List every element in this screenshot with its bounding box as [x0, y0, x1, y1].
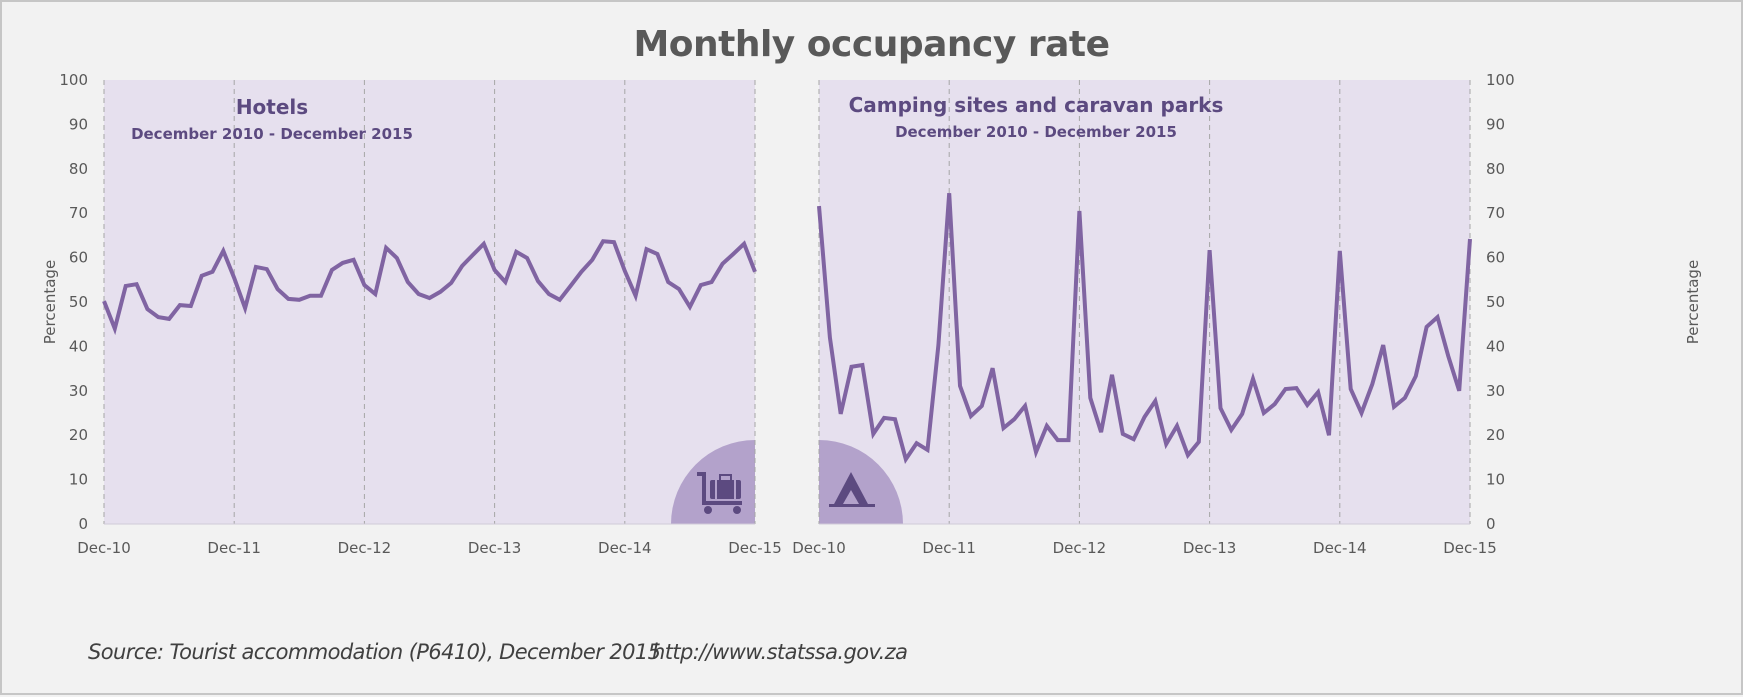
y-tick-label: 60: [69, 249, 88, 267]
icon-badge: [819, 440, 903, 524]
y-tick-label: 40: [1486, 337, 1505, 355]
panel-title: Camping sites and caravan parks: [849, 93, 1224, 117]
icon-badge: [671, 440, 755, 524]
x-tick-label: Dec-10: [792, 539, 846, 557]
x-tick-label: Dec-14: [1313, 539, 1367, 557]
x-tick-label: Dec-12: [338, 539, 392, 557]
y-tick-label: 0: [1486, 515, 1496, 533]
panel-hotels: Dec-10 Dec-11 Dec-12 Dec-13 Dec-14 Dec-15 0 10 2…: [41, 71, 782, 557]
panel-subtitle: December 2010 - December 2015: [895, 123, 1177, 141]
y-tick-label: 100: [59, 71, 88, 89]
x-tick-label: Dec-13: [468, 539, 522, 557]
chart-title: Monthly occupancy rate: [633, 24, 1110, 65]
y-tick-label: 70: [1486, 204, 1505, 222]
y-tick-label: 50: [1486, 293, 1505, 311]
y-tick-label: 80: [1486, 160, 1505, 178]
y-tick-label: 100: [1486, 71, 1515, 89]
y-tick-label: 10: [69, 471, 88, 489]
y-axis-title: Percentage: [41, 260, 59, 344]
panel-title: Hotels: [236, 95, 308, 119]
y-tick-label: 30: [69, 382, 88, 400]
tent-icon: [829, 472, 875, 507]
plot-area: [104, 80, 755, 524]
x-tick-label: Dec-11: [207, 539, 261, 557]
series-line: [817, 193, 1472, 464]
y-tick-label: 0: [78, 515, 88, 533]
x-tick-label: Dec-15: [1443, 539, 1497, 557]
y-axis-title: Percentage: [1684, 260, 1702, 344]
y-tick-label: 80: [69, 160, 88, 178]
y-tick-label: 90: [69, 115, 88, 133]
x-tick-label: Dec-10: [77, 539, 131, 557]
x-tick-label: Dec-13: [1183, 539, 1237, 557]
y-tick-label: 40: [69, 337, 88, 355]
footer-url[interactable]: http://www.statssa.gov.za: [652, 640, 908, 664]
luggage-cart-icon: [697, 472, 742, 514]
y-tick-label: 50: [69, 293, 88, 311]
y-tick-label: 20: [69, 426, 88, 444]
y-tick-label: 10: [1486, 471, 1505, 489]
y-tick-label: 60: [1486, 249, 1505, 267]
y-tick-label: 90: [1486, 115, 1505, 133]
plot-area: [819, 80, 1470, 524]
x-tick-label: Dec-12: [1053, 539, 1107, 557]
x-tick-label: Dec-11: [922, 539, 976, 557]
x-tick-label: Dec-15: [728, 539, 782, 557]
y-tick-label: 70: [69, 204, 88, 222]
y-tick-label: 30: [1486, 382, 1505, 400]
series-line: [102, 239, 757, 336]
footer-source: Source: Tourist accommodation (P6410), D…: [88, 640, 661, 664]
panel-camping: Dec-10 Dec-11 Dec-12 Dec-13 Dec-14 Dec-15 0 10 2…: [792, 71, 1702, 557]
panel-subtitle: December 2010 - December 2015: [131, 125, 413, 143]
x-tick-label: Dec-14: [598, 539, 652, 557]
y-tick-label: 20: [1486, 426, 1505, 444]
